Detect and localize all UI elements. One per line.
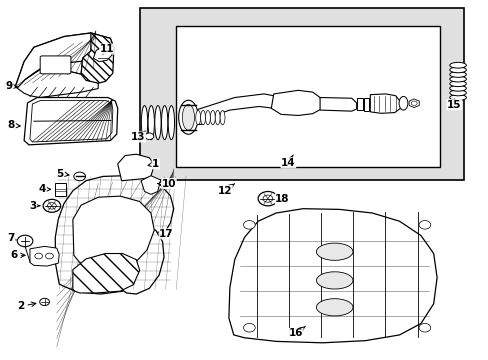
Ellipse shape (215, 111, 220, 125)
Polygon shape (118, 154, 154, 181)
Ellipse shape (449, 72, 466, 77)
Ellipse shape (178, 100, 198, 134)
Polygon shape (271, 90, 322, 116)
Ellipse shape (449, 62, 466, 68)
Text: 10: 10 (158, 179, 176, 189)
Text: 14: 14 (281, 155, 295, 168)
Bar (356, 98, 362, 110)
Circle shape (243, 323, 255, 332)
Ellipse shape (398, 96, 407, 110)
Polygon shape (16, 66, 98, 98)
Ellipse shape (316, 299, 352, 316)
Bar (55, 183, 66, 196)
Polygon shape (73, 196, 154, 269)
Ellipse shape (449, 95, 466, 100)
Ellipse shape (449, 67, 466, 73)
Ellipse shape (182, 104, 194, 130)
Circle shape (74, 172, 85, 181)
Circle shape (47, 203, 56, 209)
Polygon shape (30, 246, 59, 266)
Circle shape (263, 195, 272, 202)
Ellipse shape (200, 111, 205, 125)
Text: 11: 11 (100, 44, 114, 55)
Ellipse shape (449, 81, 466, 86)
Polygon shape (81, 33, 114, 83)
Text: 7: 7 (8, 233, 16, 243)
Text: 18: 18 (275, 194, 289, 204)
Circle shape (43, 199, 61, 212)
FancyBboxPatch shape (40, 56, 71, 74)
Text: 9: 9 (6, 81, 17, 91)
Polygon shape (15, 33, 91, 87)
Text: 13: 13 (131, 131, 145, 142)
Ellipse shape (205, 111, 210, 125)
Ellipse shape (220, 111, 224, 125)
Ellipse shape (449, 85, 466, 91)
Text: 8: 8 (8, 121, 20, 130)
Circle shape (17, 235, 33, 247)
Text: 17: 17 (158, 229, 173, 239)
Text: 2: 2 (18, 301, 36, 311)
Ellipse shape (148, 105, 154, 140)
Polygon shape (15, 33, 114, 87)
Bar (176, 26, 439, 167)
Polygon shape (320, 98, 356, 111)
Circle shape (418, 221, 430, 229)
Polygon shape (195, 94, 276, 125)
Circle shape (40, 298, 49, 306)
Ellipse shape (316, 243, 352, 260)
Text: 4: 4 (39, 184, 50, 194)
Circle shape (258, 192, 277, 206)
Text: 1: 1 (148, 159, 159, 169)
Circle shape (45, 253, 53, 259)
Polygon shape (93, 47, 112, 62)
Ellipse shape (316, 272, 352, 289)
Polygon shape (24, 98, 118, 145)
Circle shape (145, 133, 154, 139)
Polygon shape (228, 209, 436, 343)
Bar (140, 8, 463, 180)
Ellipse shape (195, 111, 200, 125)
Circle shape (243, 221, 255, 229)
Polygon shape (55, 176, 173, 294)
Ellipse shape (141, 105, 147, 140)
Bar (363, 98, 368, 111)
Ellipse shape (161, 105, 167, 140)
Polygon shape (117, 226, 163, 294)
Polygon shape (73, 253, 140, 293)
Polygon shape (141, 176, 160, 194)
Text: 15: 15 (446, 99, 461, 110)
Ellipse shape (449, 90, 466, 96)
Text: 5: 5 (57, 168, 69, 179)
Ellipse shape (210, 111, 215, 125)
Ellipse shape (168, 105, 174, 140)
Ellipse shape (449, 76, 466, 82)
Polygon shape (30, 100, 113, 142)
Text: 6: 6 (11, 250, 25, 260)
Text: 12: 12 (217, 184, 234, 196)
Polygon shape (369, 94, 400, 113)
Text: 3: 3 (29, 201, 40, 211)
Text: 16: 16 (288, 327, 305, 338)
Ellipse shape (155, 105, 161, 140)
Circle shape (418, 323, 430, 332)
Circle shape (410, 101, 416, 105)
Circle shape (35, 253, 42, 259)
